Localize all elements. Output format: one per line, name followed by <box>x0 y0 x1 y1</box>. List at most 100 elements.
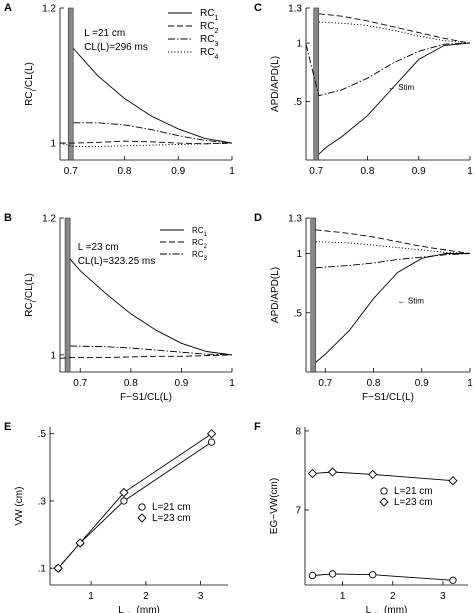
y-tick-label: .1 <box>38 564 47 575</box>
stim-bar <box>64 217 71 373</box>
annotation-stim: ← Stim <box>398 296 425 305</box>
x-tick-label: 0.8 <box>124 378 138 389</box>
y-tick-label: 1 <box>296 249 302 260</box>
y-tick-label: 1.3 <box>288 214 302 225</box>
legend-label: L=23 cm <box>152 513 191 524</box>
legend-label: RC3 <box>192 250 208 262</box>
x-tick-label: 3 <box>440 591 446 602</box>
series-line-RC4 <box>315 241 471 254</box>
data-point-diamond <box>307 468 318 479</box>
x-tick-label: 0.8 <box>118 166 132 177</box>
x-tick-label: 1 <box>229 378 235 389</box>
data-point-diamond <box>448 476 458 486</box>
annotation-stim: ← Stim <box>388 83 415 92</box>
y-axis-label: APD/APD(L) <box>270 267 281 323</box>
x-axis-label: F−S1/CL(L) <box>362 392 414 403</box>
x-tick-label: 2 <box>390 591 396 602</box>
x-tick-label: 0.9 <box>412 166 426 177</box>
series-line-RC1 <box>318 42 471 155</box>
annotation-text: CL(L)=323.25 ms <box>78 256 156 267</box>
panel-letter: E <box>4 421 11 433</box>
x-tick-label: 0.7 <box>64 166 78 177</box>
data-point-circle <box>449 576 457 584</box>
y-tick-label: 1 <box>296 39 302 50</box>
series-line-RC2 <box>315 229 471 254</box>
series-line-L=23 cm <box>57 433 212 569</box>
x-tick-label: 1 <box>88 591 94 602</box>
series-line-RC2 <box>60 140 233 145</box>
legend-label: RC4 <box>200 47 218 61</box>
figure-layer: A 0.7 0.8 0.9 1 1 1.2 RCi/CL(L) L =21 cm CL(L)=29… <box>4 2 473 613</box>
x-tick-label: 1 <box>467 378 473 389</box>
panel-letter: D <box>254 212 262 224</box>
panel-A: A 0.7 0.8 0.9 1 1 1.2 RCi/CL(L) L =21 cm CL(L)=29… <box>4 2 235 177</box>
data-point-circle <box>328 570 337 578</box>
panel-E: E 1 2 3 .1 .3 .5 VW (cm) Lstim(mm) L=21 cmL=23 cm <box>4 421 228 613</box>
legend-label: RC2 <box>200 21 218 35</box>
x-axis-label: Lstim(mm) <box>366 605 408 613</box>
legend-marker-circle <box>380 487 388 495</box>
x-tick-label: 0.9 <box>174 378 188 389</box>
series-line-RC1 <box>315 253 470 363</box>
series-line-RC3 <box>315 253 471 269</box>
data-point-circle <box>369 571 377 579</box>
y-tick-label: 1.2 <box>42 4 56 15</box>
panel-D: D 0.7 0.8 0.9 1 .5 1 1.3 APD/APD(L) F−S1/CL(L) ← S… <box>254 212 473 403</box>
x-tick-label: 1 <box>467 166 473 177</box>
x-tick-label: 0.9 <box>171 166 185 177</box>
panel-F: F 1 2 3 7 8 EG−VW(cm) Lstim(mm) L=21 cmL=23 cm <box>254 421 468 613</box>
panel-C: C 0.7 0.8 0.9 1 .5 1 1.3 APD/APD(L) ← Stim <box>254 2 473 177</box>
legend-marker-circle <box>138 503 146 511</box>
y-tick-label: .5 <box>294 308 303 319</box>
legend-label: L=21 cm <box>394 486 433 497</box>
legend-label: RC3 <box>200 34 218 48</box>
series-line-RC3 <box>73 122 233 144</box>
x-tick-label: 0.9 <box>415 378 429 389</box>
y-tick-label: 1.3 <box>288 4 302 15</box>
y-axis-label: RCi/CL(L) <box>24 273 38 317</box>
panel-letter: B <box>4 212 12 224</box>
data-point-diamond <box>53 563 63 573</box>
data-point-diamond <box>75 538 85 548</box>
annotation-text: L =21 cm <box>84 28 125 39</box>
data-point-diamond <box>119 487 129 498</box>
series-line-L=23 cm <box>312 471 454 482</box>
legend-label: L=23 cm <box>394 497 433 508</box>
y-tick-label: 7 <box>295 505 301 516</box>
series-line-RC3 <box>305 42 471 97</box>
x-tick-label: 0.7 <box>318 378 332 389</box>
legend-marker-diamond <box>379 497 389 507</box>
panel-letter: F <box>254 421 261 433</box>
series-line-RC4 <box>59 142 233 147</box>
x-tick-label: 3 <box>198 591 204 602</box>
y-tick-label: .5 <box>38 429 47 440</box>
stim-bar <box>67 7 74 161</box>
x-tick-label: 1 <box>229 166 235 177</box>
legend-label: L=21 cm <box>152 502 191 513</box>
data-point-diamond <box>368 469 378 480</box>
x-axis-label: F−S1/CL(L) <box>120 392 172 403</box>
series-line-RC1 <box>69 258 233 356</box>
legend-label: RC2 <box>192 238 208 250</box>
data-point-circle <box>308 571 317 580</box>
legend-label: RC1 <box>192 226 208 238</box>
series-line-RC2 <box>59 354 233 359</box>
panel-letter: A <box>4 2 12 14</box>
x-tick-label: 2 <box>143 591 149 602</box>
y-tick-label: .5 <box>294 97 303 108</box>
y-axis-label: VW (cm) <box>14 487 25 526</box>
y-tick-label: .3 <box>38 496 47 507</box>
y-tick-label: 8 <box>295 426 301 437</box>
stim-bar <box>310 217 317 373</box>
panel-letter: C <box>254 2 262 14</box>
x-axis-label: Lstim(mm) <box>118 605 160 613</box>
x-tick-label: 0.8 <box>361 166 375 177</box>
series-line-RC2 <box>318 13 471 44</box>
legend-label: RC1 <box>200 8 218 22</box>
y-axis-label: EG−VW(cm) <box>269 478 280 534</box>
series-line-RC3 <box>70 345 233 356</box>
y-tick-label: 1 <box>50 139 56 150</box>
data-point-circle <box>207 438 216 446</box>
legend-marker-diamond <box>137 513 147 523</box>
